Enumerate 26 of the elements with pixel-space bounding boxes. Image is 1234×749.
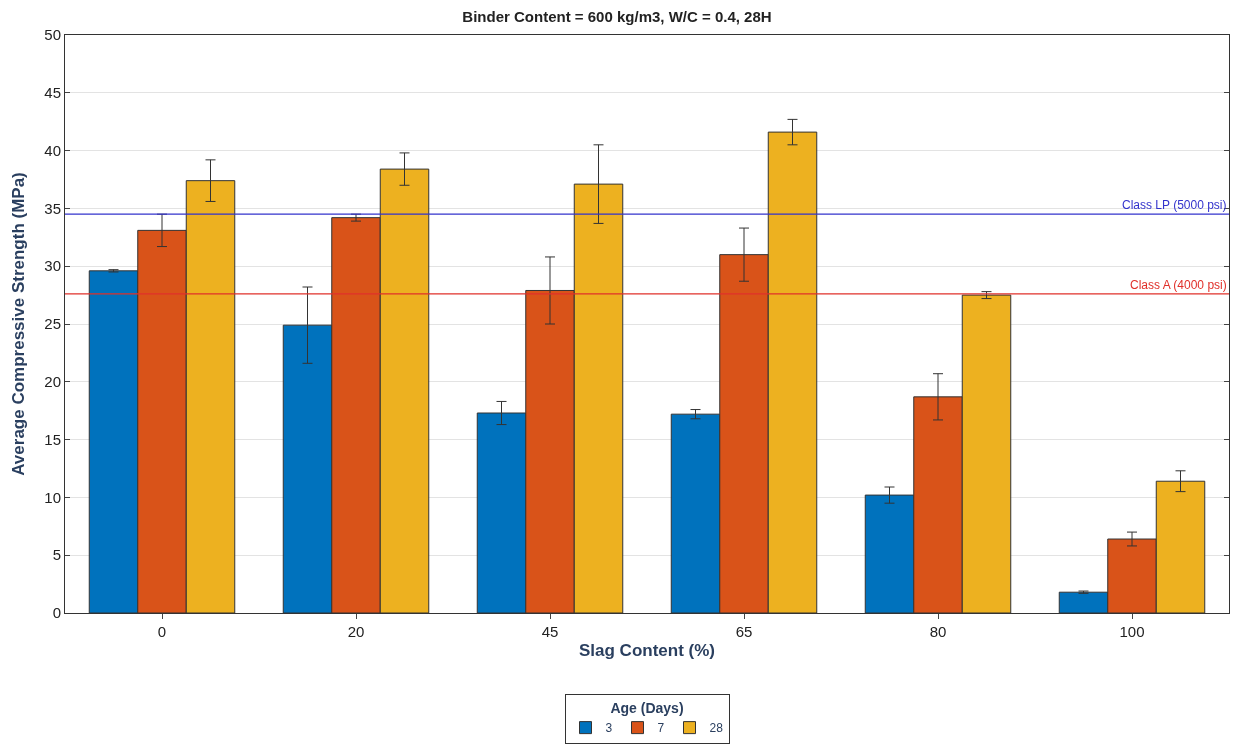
x-tick-label: 20 <box>347 623 365 640</box>
y-tick-label: 10 <box>44 488 61 506</box>
legend-label: 28 <box>709 721 724 736</box>
y-tick-label: 30 <box>44 257 61 275</box>
y-tick-label: 20 <box>44 373 61 391</box>
y-axis-title: Average Compressive Strength (MPa) <box>8 172 28 476</box>
chart-title: Binder Content = 600 kg/m3, W/C = 0.4, 28H <box>462 7 772 25</box>
y-tick-label: 25 <box>44 315 61 333</box>
legend-label: 7 <box>657 721 665 736</box>
legend-title: Age (Days) <box>610 700 684 717</box>
y-tick-label: 35 <box>44 199 61 217</box>
y-tick-label: 50 <box>44 26 61 44</box>
x-tick-label: 0 <box>157 623 167 640</box>
x-tick-label: 45 <box>541 623 559 640</box>
x-tick-label: 80 <box>929 623 947 640</box>
x-tick-label: 65 <box>735 623 753 640</box>
legend-label: 3 <box>605 721 613 736</box>
x-axis-title: Slag Content (%) <box>579 641 715 661</box>
y-tick-label: 40 <box>44 141 61 159</box>
y-tick-label: 15 <box>44 430 61 448</box>
y-tick-label: 0 <box>52 604 61 622</box>
y-tick-label: 5 <box>52 546 61 564</box>
y-tick-label: 45 <box>44 84 61 102</box>
ref-line-label: Class A (4000 psi) <box>1130 278 1227 292</box>
ref-line-label: Class LP (5000 psi) <box>1122 198 1227 212</box>
x-tick-label: 100 <box>1119 623 1145 640</box>
